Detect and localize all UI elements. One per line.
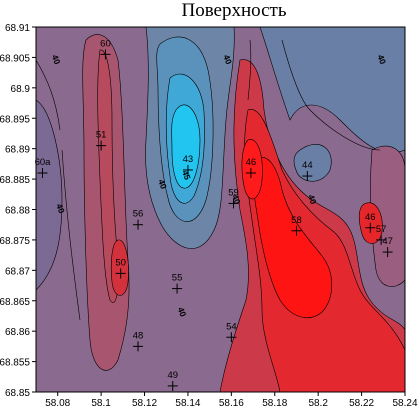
isoline-northeast [281,39,381,151]
y-tick-label: 68.895 [0,114,30,125]
x-tick-label: 58.22 [349,398,374,408]
well-label: 46 [246,157,257,168]
y-tick-label: 68.85 [5,388,30,399]
contour-label: 40 [221,53,234,66]
well-label: 46 [365,212,376,223]
contour-label: 40 [375,53,388,66]
well-label: 51 [96,130,107,141]
contour-label: 40 [306,193,319,206]
y-tick-label: 68.87 [5,266,30,277]
well-label: 49 [167,370,178,381]
x-tick-label: 58.16 [219,398,244,408]
x-tick-label: 58.1 [91,398,111,408]
y-tick-label: 68.865 [0,297,30,308]
southeast-high-mid [244,109,405,392]
y-tick-label: 68.89 [5,145,30,156]
contour-label: 45 [180,169,193,182]
southeast-high-core [252,157,333,318]
well-label: 57 [376,224,387,235]
y-axis: 68.91 68.905 68.9 68.895 68.89 68.885 68.88 68.… [0,23,36,399]
y-tick-label: 68.875 [0,236,30,247]
contour-label: 40 [54,202,67,215]
trough-core [171,104,201,189]
well-label: 60 [100,38,111,49]
well-label: 48 [133,330,144,341]
x-tick-label: 58.08 [45,398,70,408]
y-tick-label: 68.86 [5,327,30,338]
contour-label: 40 [176,306,189,319]
well-label: 44 [302,160,313,171]
x-axis: 58.08 58.1 58.12 58.14 58.16 58.18 58.2 58.22 58… [45,392,418,408]
y-tick-label: 68.855 [0,358,30,369]
contour-label: 40 [156,178,169,191]
well-50-high [110,239,129,296]
well-label: 56 [133,209,144,220]
isoline-north [247,39,252,101]
y-tick-label: 68.905 [0,53,30,64]
y-tick-label: 68.88 [5,206,30,217]
well-label: 58 [291,215,302,226]
x-tick-label: 58.2 [308,398,328,408]
well-label: 47 [382,236,393,247]
well-label: 59 [228,187,239,198]
contour-label: 40 [50,53,63,66]
isoline-northwest [36,59,61,131]
x-tick-label: 58.12 [132,398,157,408]
well-46-east-peak [358,202,383,244]
x-tick-label: 58.24 [392,398,417,408]
x-tick-label: 58.18 [262,398,287,408]
well-label: 43 [183,154,194,165]
contour-fill [36,27,405,392]
y-tick-label: 68.885 [0,175,30,186]
well-label: 60a [35,157,52,168]
left-ridge-inner [97,49,119,303]
well-46-peak [241,139,263,200]
west-low [36,99,63,291]
isoline-west [61,149,81,321]
well-label: 55 [172,273,183,284]
well-label: 50 [115,257,126,268]
well-label: 54 [226,321,237,332]
well-44-low [293,144,332,182]
y-tick-label: 68.9 [11,84,31,95]
chart-title: Поверхность [181,0,287,21]
y-tick-label: 68.91 [5,23,30,34]
x-tick-label: 58.14 [175,398,200,408]
